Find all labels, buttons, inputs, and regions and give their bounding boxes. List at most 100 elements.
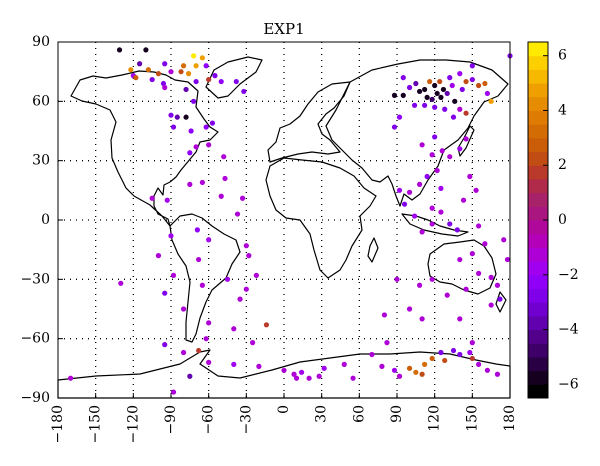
data-point bbox=[194, 227, 200, 233]
y-tick-label: 0 bbox=[41, 212, 50, 228]
data-point bbox=[155, 71, 162, 77]
data-point bbox=[170, 389, 177, 395]
data-point bbox=[457, 71, 463, 77]
colorbar-band bbox=[528, 370, 548, 385]
data-point bbox=[281, 367, 287, 373]
colorbar-band bbox=[528, 247, 548, 262]
data-point bbox=[494, 282, 501, 288]
data-point bbox=[67, 375, 74, 381]
data-point bbox=[413, 369, 419, 375]
data-point bbox=[476, 223, 482, 229]
data-point bbox=[183, 86, 189, 93]
data-point bbox=[143, 47, 149, 53]
coastline-antarctica bbox=[57, 349, 511, 399]
data-point bbox=[463, 136, 469, 142]
x-tick-label: 180 bbox=[502, 405, 518, 432]
x-tick-label: 90 bbox=[389, 405, 405, 423]
data-point bbox=[191, 53, 197, 59]
data-point bbox=[439, 148, 445, 154]
data-point bbox=[488, 302, 494, 308]
data-point bbox=[187, 373, 193, 379]
data-point bbox=[442, 106, 448, 112]
data-point bbox=[193, 78, 199, 85]
data-point bbox=[180, 306, 187, 312]
data-point bbox=[406, 189, 413, 195]
data-point bbox=[488, 98, 494, 104]
data-point bbox=[196, 347, 202, 354]
data-point bbox=[191, 98, 197, 104]
data-point bbox=[476, 82, 482, 89]
data-point bbox=[379, 363, 385, 369]
data-point bbox=[447, 221, 453, 227]
x-axis-ticks: −180 −150 −120 −90 −60 −30 0 30 60 90 120 150 180 bbox=[50, 393, 518, 443]
x-tick-label: 0 bbox=[276, 405, 292, 414]
data-point bbox=[469, 63, 475, 69]
data-point bbox=[206, 237, 212, 243]
data-point bbox=[417, 282, 423, 288]
data-point bbox=[180, 63, 187, 69]
data-point bbox=[188, 128, 194, 134]
data-point bbox=[504, 256, 511, 263]
data-point bbox=[424, 94, 430, 100]
coastline-africa bbox=[265, 157, 377, 279]
data-point bbox=[419, 142, 425, 148]
colorbar-tick-label: 2 bbox=[558, 157, 567, 173]
data-point bbox=[473, 187, 479, 193]
data-point bbox=[218, 78, 224, 85]
colorbar-band bbox=[528, 178, 548, 194]
data-point bbox=[454, 227, 460, 233]
y-tick-label: −30 bbox=[20, 271, 50, 287]
data-point bbox=[469, 340, 475, 346]
data-point bbox=[160, 80, 167, 87]
x-tick-label: −120 bbox=[125, 405, 141, 443]
y-tick-label: 90 bbox=[32, 34, 50, 50]
y-tick-label: −90 bbox=[20, 390, 50, 406]
x-tick-label: −90 bbox=[163, 405, 179, 435]
data-point bbox=[476, 361, 482, 367]
data-point bbox=[463, 78, 469, 85]
data-point bbox=[316, 373, 322, 379]
x-tick-label: 120 bbox=[427, 405, 443, 432]
coastline-europe bbox=[267, 81, 351, 163]
colorbar-band bbox=[528, 233, 548, 248]
data-point bbox=[233, 78, 239, 85]
data-point bbox=[419, 229, 425, 235]
data-point bbox=[246, 253, 252, 259]
data-point bbox=[419, 316, 425, 322]
data-point bbox=[203, 124, 209, 130]
chart-title: EXP1 bbox=[263, 20, 304, 38]
data-point bbox=[243, 286, 249, 292]
data-point bbox=[457, 256, 463, 263]
data-point bbox=[459, 86, 465, 93]
data-point bbox=[411, 213, 418, 219]
data-point bbox=[174, 114, 180, 120]
colorbar-band bbox=[528, 55, 548, 70]
data-point bbox=[168, 233, 174, 239]
colorbar-band bbox=[528, 384, 548, 399]
data-point bbox=[438, 209, 444, 215]
data-point bbox=[444, 292, 450, 298]
data-point bbox=[168, 112, 174, 118]
colorbar-band bbox=[528, 42, 548, 57]
data-point bbox=[450, 114, 457, 120]
data-point bbox=[457, 316, 463, 322]
colorbar-band bbox=[528, 206, 548, 221]
data-point bbox=[438, 94, 444, 100]
data-point bbox=[321, 365, 327, 371]
data-point bbox=[206, 320, 212, 326]
data-point bbox=[193, 63, 199, 69]
data-point bbox=[484, 367, 490, 373]
data-point bbox=[396, 114, 403, 120]
data-point bbox=[256, 363, 262, 369]
data-point bbox=[467, 349, 473, 356]
colorbar-band bbox=[528, 329, 548, 344]
data-point bbox=[469, 355, 475, 362]
data-point bbox=[306, 375, 312, 381]
colorbar-band bbox=[528, 96, 548, 111]
data-point bbox=[221, 154, 227, 160]
coastline-south-america bbox=[169, 213, 241, 343]
colorbar-band bbox=[528, 261, 548, 276]
data-point bbox=[444, 90, 450, 97]
data-point bbox=[263, 322, 270, 328]
x-tick-label: 150 bbox=[464, 405, 480, 432]
